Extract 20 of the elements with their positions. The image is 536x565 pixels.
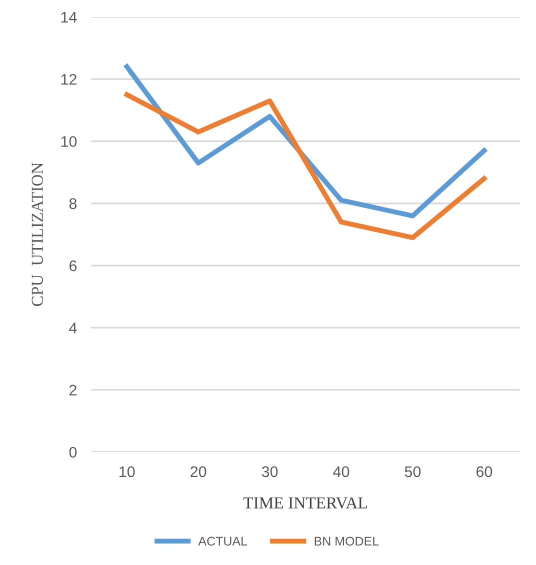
y-tick-label: 10 — [61, 136, 77, 147]
y-tick-label: 6 — [70, 260, 77, 272]
legend-label: ACTUAL — [198, 536, 248, 546]
x-tick-label: 10 — [120, 466, 135, 478]
y-tick-label: 8 — [69, 198, 77, 210]
y-tick-label: 12 — [61, 74, 76, 85]
x-tick-label: 20 — [190, 466, 206, 478]
x-tick-label: 40 — [333, 466, 350, 478]
legend-label: BN MODEL — [314, 536, 379, 546]
x-tick-label: 50 — [404, 466, 421, 478]
x-tick-label: 30 — [262, 466, 278, 478]
y-axis-title: CPU UTILIZATION — [32, 162, 43, 306]
line-series — [124, 92, 487, 240]
y-tick-label: 14 — [61, 12, 77, 22]
x-tick-label: 60 — [476, 466, 492, 478]
y-tick-label: 4 — [69, 322, 77, 334]
y-tick-label: 2 — [70, 384, 76, 396]
line-series — [124, 64, 487, 218]
x-axis-title: TIME INTERVAL — [243, 497, 367, 509]
y-tick-label: 0 — [69, 446, 77, 458]
